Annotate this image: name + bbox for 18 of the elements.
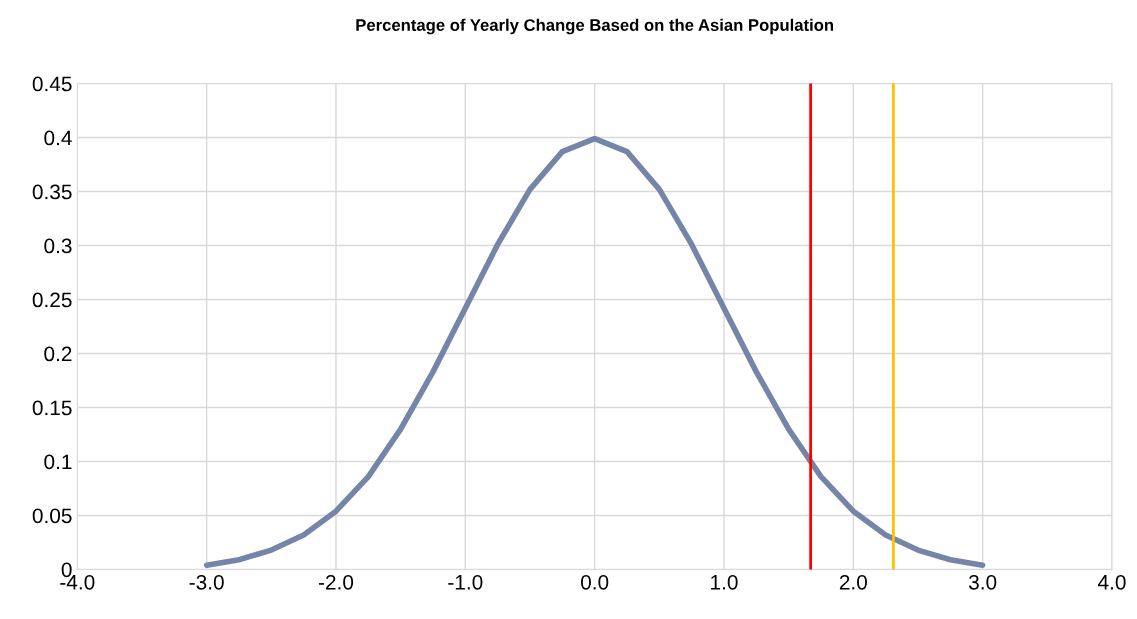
x-tick-label: -3.0: [189, 574, 224, 590]
y-tick-label: 0.15: [32, 400, 72, 416]
x-tick-label: -2.0: [318, 574, 354, 590]
y-tick-label: 0.2: [44, 346, 72, 362]
y-tick-label: 0.05: [32, 508, 72, 524]
y-tick-label: 0.1: [44, 454, 72, 470]
y-tick-label: 0.3: [44, 238, 72, 254]
x-tick-label: 2.0: [839, 574, 867, 590]
x-tick-label: 1.0: [711, 574, 738, 590]
y-tick-label: 0.4: [44, 130, 72, 146]
x-tick-label: -1.0: [448, 574, 483, 590]
x-tick-label: 4.0: [1097, 574, 1126, 590]
x-tick-label: 3.0: [968, 574, 997, 590]
chart-title: Percentage of Yearly Change Based on the Asian Population: [356, 18, 834, 35]
y-tick-label: 0.25: [32, 292, 72, 308]
x-tick-label: 0.0: [580, 574, 609, 590]
y-tick-label: 0.35: [32, 184, 72, 200]
y-tick-label: 0.45: [32, 76, 72, 92]
